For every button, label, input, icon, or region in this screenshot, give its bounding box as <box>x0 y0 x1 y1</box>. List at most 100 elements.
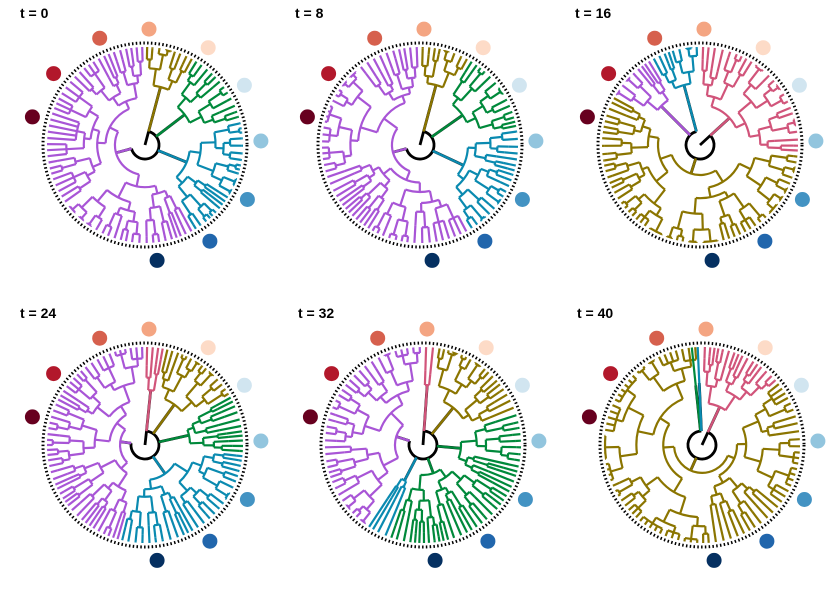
tip-node <box>757 233 773 249</box>
tip-node <box>416 21 432 37</box>
tip-node <box>511 77 527 93</box>
clade-pink <box>703 346 777 412</box>
tree-panel: t = 24 <box>20 305 296 605</box>
clade-stem <box>709 117 731 137</box>
tip-node <box>755 40 771 56</box>
tip-node <box>24 409 40 425</box>
clade-olive <box>421 47 468 89</box>
tip-node <box>321 66 337 82</box>
tip-node <box>367 30 383 46</box>
clade-stem <box>157 149 188 164</box>
circular-tree <box>581 321 826 568</box>
clade-stem <box>698 383 703 432</box>
tip-node <box>793 377 809 393</box>
tip-node <box>424 252 440 268</box>
tip-node <box>299 109 315 125</box>
tip-node <box>698 321 714 337</box>
panel-title: t = 0 <box>20 5 49 21</box>
clade-stem <box>694 385 702 432</box>
root-branches <box>686 383 721 472</box>
panel-title: t = 32 <box>298 305 335 321</box>
clade-stem <box>152 403 176 435</box>
tip-node <box>253 133 269 149</box>
clade-olive <box>145 46 193 91</box>
tip-node <box>236 377 252 393</box>
circular-tree <box>579 21 824 268</box>
clade-stem <box>147 86 162 132</box>
tip-node <box>302 409 318 425</box>
tip-node <box>478 340 494 356</box>
tip-node <box>92 30 108 46</box>
panel-title: t = 40 <box>577 305 614 321</box>
leaf-tips <box>41 341 249 549</box>
leaf-tips <box>316 41 524 249</box>
clade-green <box>451 61 517 130</box>
clade-pink <box>423 347 435 387</box>
tip-node <box>200 340 216 356</box>
clade-stem <box>682 84 698 132</box>
clade-stem <box>422 385 429 432</box>
tip-node <box>794 192 810 207</box>
clade-stem <box>432 149 465 167</box>
leaf-tips <box>598 341 806 549</box>
tip-node <box>324 366 340 382</box>
clade-olive <box>161 349 230 413</box>
tip-node <box>92 330 108 346</box>
tip-node <box>808 133 824 149</box>
clade-olive <box>603 347 801 544</box>
clade-green <box>186 396 244 453</box>
clade-pink <box>145 346 164 392</box>
leaf-tips <box>596 41 804 249</box>
clade-stem <box>395 435 410 442</box>
tip-node <box>141 321 157 337</box>
clade-blue <box>175 122 243 230</box>
tip-node <box>477 233 493 249</box>
leaf-tips <box>319 341 527 549</box>
circular-tree <box>302 321 547 568</box>
tip-node <box>236 77 252 93</box>
clade-stem <box>403 456 418 482</box>
clade-purple <box>321 47 468 244</box>
clade-stem <box>689 158 697 174</box>
clade-stem <box>152 455 167 475</box>
tip-node <box>696 21 712 37</box>
clade-stem <box>436 445 462 450</box>
clade-pink <box>701 46 799 152</box>
tip-node <box>149 252 165 268</box>
leaf-tips <box>41 41 249 249</box>
circular-tree <box>24 321 269 568</box>
clade-stem <box>120 440 132 445</box>
tree-panel: t = 8 <box>295 5 571 305</box>
root-branches <box>395 385 462 482</box>
panel-title: t = 8 <box>295 5 324 21</box>
tip-node <box>601 66 617 82</box>
panel-title: t = 24 <box>20 305 57 321</box>
tip-node <box>427 552 443 568</box>
clade-green <box>457 414 522 493</box>
panel-title: t = 16 <box>575 5 612 21</box>
tip-node <box>149 552 165 568</box>
clade-purple <box>46 46 193 244</box>
tip-node <box>759 533 775 549</box>
clade-purple <box>324 347 421 525</box>
tip-node <box>46 66 62 82</box>
tip-node <box>239 492 255 507</box>
tip-node <box>649 330 665 346</box>
tip-node <box>475 40 491 56</box>
clade-stem <box>660 105 691 136</box>
tip-node <box>24 109 40 125</box>
clade-stem <box>689 457 698 472</box>
tree-panel: t = 40 <box>577 305 830 605</box>
clade-stem <box>430 114 464 138</box>
tip-node <box>603 366 619 382</box>
clade-stem <box>155 113 186 138</box>
clade-purple <box>47 346 144 540</box>
tip-node <box>581 409 597 425</box>
tip-node <box>757 340 773 356</box>
clade-olive <box>436 348 515 422</box>
tip-node <box>200 40 216 56</box>
clade-green <box>690 347 697 386</box>
clade-stem <box>426 457 435 474</box>
tree-panel: t = 16 <box>575 5 830 305</box>
clade-blue <box>121 453 243 544</box>
